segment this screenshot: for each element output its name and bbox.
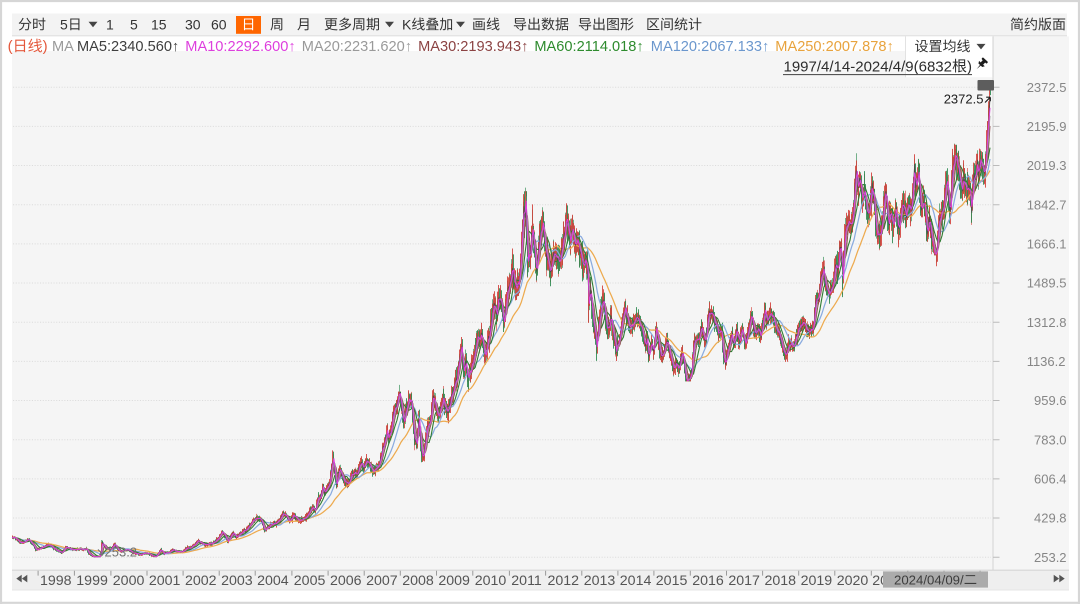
svg-text:): ) [967,58,972,75]
svg-text:1999: 1999 [76,573,108,589]
svg-text:2001: 2001 [149,573,181,589]
svg-text:2018: 2018 [765,573,797,589]
svg-text:2020: 2020 [837,573,869,589]
svg-text:K: K [402,16,412,32]
svg-text:1312.8: 1312.8 [1027,315,1067,330]
svg-text:2372.5: 2372.5 [944,92,984,107]
svg-text:1136.2: 1136.2 [1027,354,1066,369]
svg-text:5: 5 [60,16,68,32]
svg-text:MA120:2067.133↑: MA120:2067.133↑ [651,39,769,55]
svg-text:2012: 2012 [548,573,580,589]
svg-text:2008: 2008 [402,573,434,589]
svg-text:2024/04/09/: 2024/04/09/ [894,572,964,587]
svg-text:2014: 2014 [620,573,652,589]
svg-text:(: ( [8,38,13,55]
svg-text:60: 60 [211,16,227,32]
svg-text:15: 15 [151,16,167,32]
svg-text:2004: 2004 [257,573,289,589]
svg-text:MA: MA [52,39,74,55]
svg-text:959.6: 959.6 [1034,393,1067,408]
svg-text:783.0: 783.0 [1034,432,1067,447]
svg-text:2002: 2002 [185,573,217,589]
svg-text:1: 1 [106,16,114,32]
svg-text:2195.9: 2195.9 [1027,119,1067,134]
svg-text:MA20:2231.620↑: MA20:2231.620↑ [302,39,412,55]
svg-text:2007: 2007 [366,573,398,589]
svg-text:606.4: 606.4 [1034,472,1067,487]
svg-text:2015: 2015 [656,573,688,589]
svg-text:2009: 2009 [438,573,470,589]
svg-text:1666.1: 1666.1 [1027,237,1067,252]
svg-text:2010: 2010 [475,573,507,589]
svg-text:429.8: 429.8 [1034,511,1067,526]
svg-text:2003: 2003 [221,573,253,589]
svg-text:2017: 2017 [728,573,760,589]
svg-text:2019.3: 2019.3 [1027,158,1067,173]
svg-text:MA10:2292.600↑: MA10:2292.600↑ [185,39,295,55]
svg-text:2000: 2000 [113,573,145,589]
svg-text:1997/4/14-2024/4/9(6832: 1997/4/14-2024/4/9(6832 [784,58,952,75]
svg-text:1489.5: 1489.5 [1027,276,1067,291]
svg-text:MA250:2007.878↑: MA250:2007.878↑ [775,39,893,55]
svg-text:5: 5 [130,16,138,32]
svg-text:2005: 2005 [294,573,326,589]
svg-text:2019: 2019 [801,573,833,589]
svg-text:MA30:2193.943↑: MA30:2193.943↑ [418,39,528,55]
svg-text:2013: 2013 [584,573,616,589]
svg-text:253.2: 253.2 [105,545,138,560]
svg-text:2006: 2006 [330,573,362,589]
svg-text:2016: 2016 [692,573,724,589]
svg-text:MA60:2114.018↑: MA60:2114.018↑ [534,39,643,55]
svg-text:MA5:2340.560↑: MA5:2340.560↑ [77,39,179,55]
svg-text:30: 30 [185,16,201,32]
svg-text:): ) [43,38,48,55]
svg-text:253.2: 253.2 [1034,550,1067,565]
svg-text:2011: 2011 [511,573,542,589]
svg-text:1842.7: 1842.7 [1027,197,1067,212]
svg-text:1998: 1998 [40,573,72,589]
svg-text:2372.5: 2372.5 [1027,80,1067,95]
